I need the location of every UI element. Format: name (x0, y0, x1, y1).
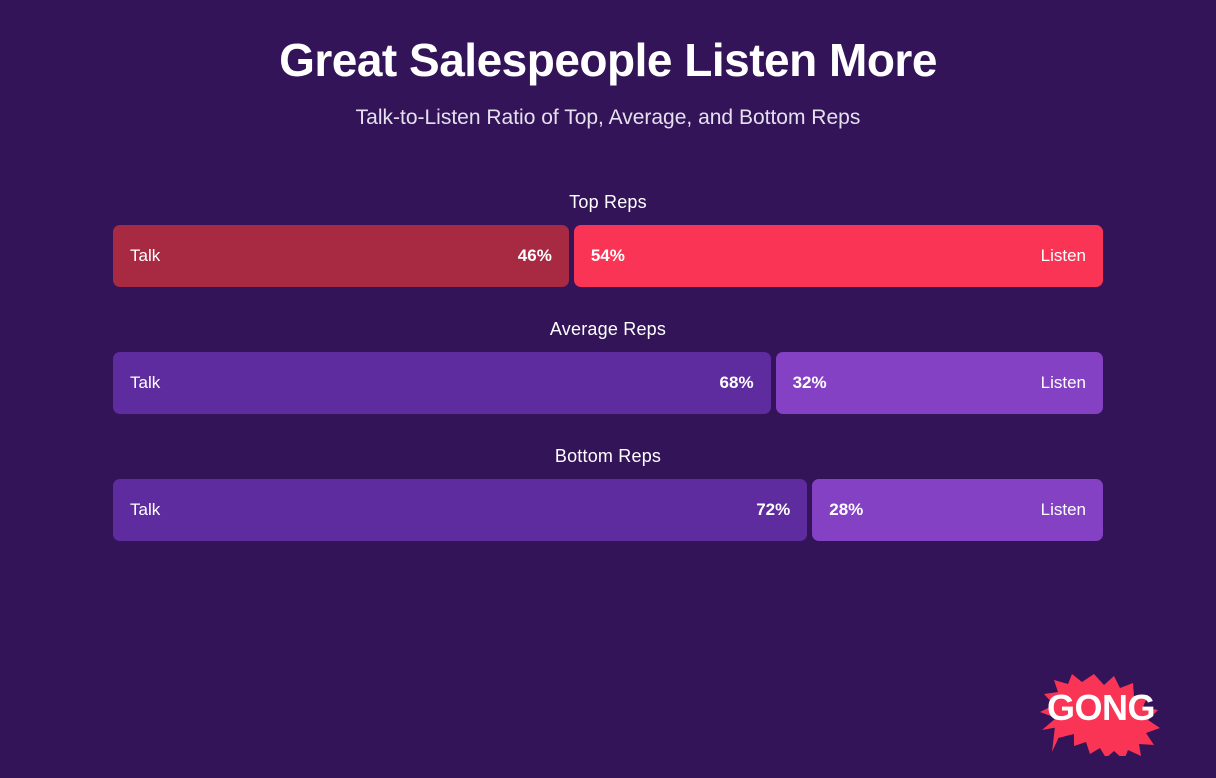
stacked-bar-bottom-reps: Talk 72% 28% Listen (113, 479, 1103, 542)
segment-label-talk: Talk (130, 373, 161, 393)
segment-value-listen: 28% (829, 500, 864, 520)
group-label-bottom-reps: Bottom Reps (554, 446, 662, 467)
bar-group-bottom-reps: Bottom Reps Talk 72% 28% Listen (74, 446, 1142, 542)
segment-label-listen: Listen (1040, 500, 1086, 520)
segment-value-talk: 68% (719, 373, 754, 393)
segment-label-listen: Listen (1040, 246, 1086, 266)
brand-logo-text: GONG (1047, 687, 1156, 728)
bar-group-average-reps: Average Reps Talk 68% 32% Listen (74, 319, 1142, 415)
group-label-top-reps: Top Reps (569, 192, 647, 213)
segment-value-talk: 46% (517, 246, 552, 266)
page-title: Great Salespeople Listen More (279, 34, 937, 86)
bar-segment-talk-average-reps: Talk 68% (113, 352, 771, 415)
chart-header: Great Salespeople Listen More Talk-to-Li… (0, 0, 1216, 130)
segment-label-talk: Talk (130, 246, 161, 266)
bar-group-top-reps: Top Reps Talk 46% 54% Listen (74, 192, 1142, 288)
bar-segment-talk-top-reps: Talk 46% (113, 225, 569, 288)
bar-segment-listen-average-reps: 32% Listen (775, 352, 1103, 415)
bar-segment-talk-bottom-reps: Talk 72% (113, 479, 808, 542)
segment-value-talk: 72% (756, 500, 791, 520)
segment-value-listen: 32% (792, 373, 827, 393)
stacked-bar-top-reps: Talk 46% 54% Listen (113, 225, 1103, 288)
bar-segment-listen-top-reps: 54% Listen (573, 225, 1103, 288)
segment-value-listen: 54% (590, 246, 625, 266)
segment-label-talk: Talk (130, 500, 161, 520)
bar-segment-listen-bottom-reps: 28% Listen (812, 479, 1103, 542)
group-label-average-reps: Average Reps (549, 319, 667, 340)
bar-groups: Top Reps Talk 46% 54% Listen Average Rep… (0, 192, 1216, 542)
brand-logo: GONG (1030, 668, 1182, 760)
chart-subtitle: Talk-to-Listen Ratio of Top, Average, an… (355, 105, 861, 129)
segment-label-listen: Listen (1040, 373, 1086, 393)
stacked-bar-average-reps: Talk 68% 32% Listen (113, 352, 1103, 415)
starburst-icon (1040, 674, 1160, 756)
